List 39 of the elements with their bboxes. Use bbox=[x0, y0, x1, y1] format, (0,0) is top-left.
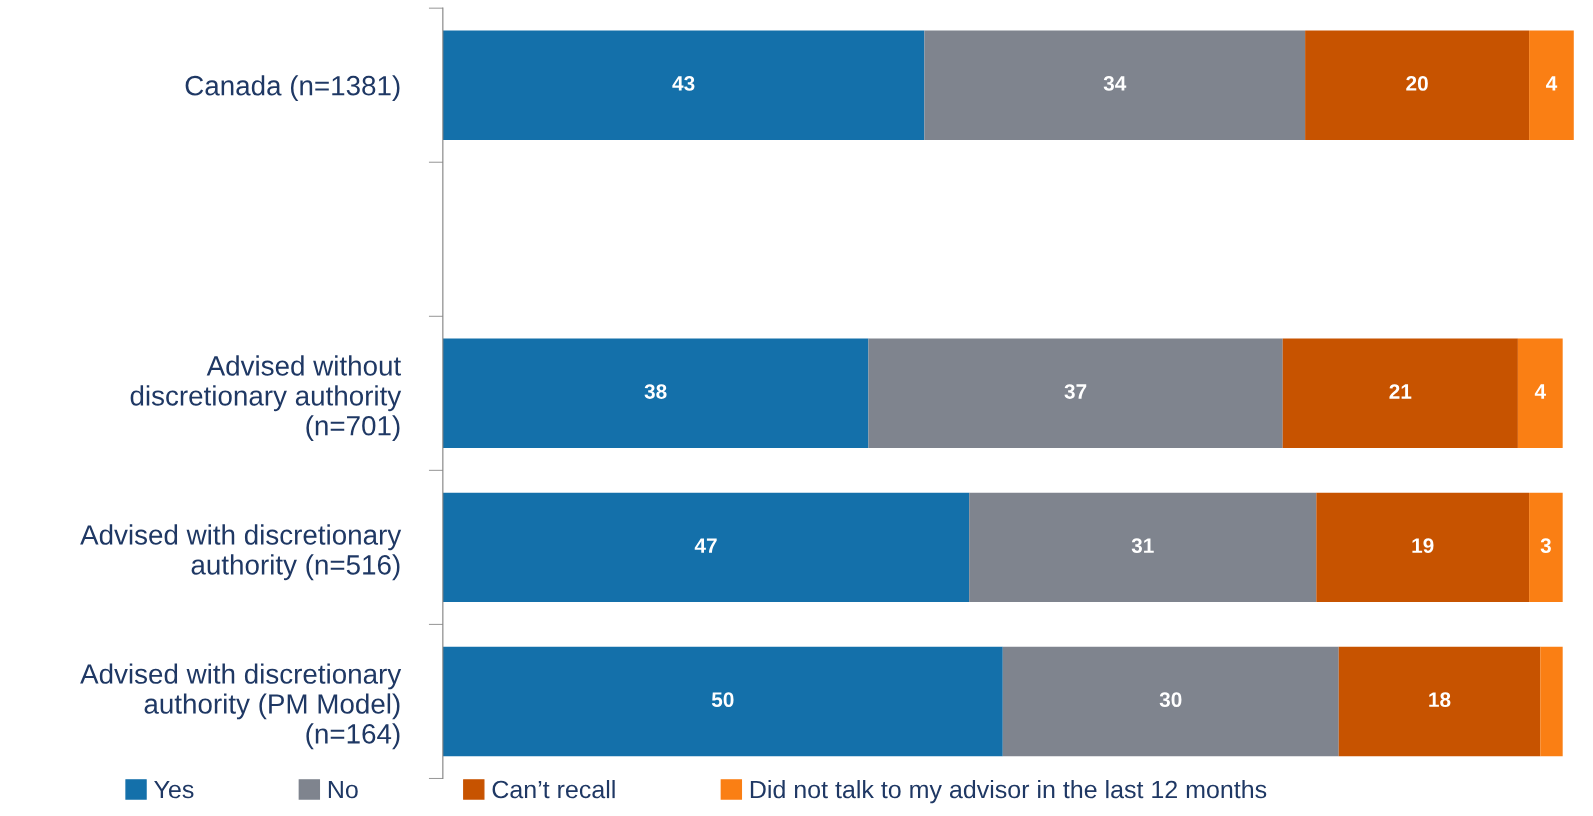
bar bbox=[1305, 30, 1530, 140]
data-label: 47 bbox=[694, 538, 717, 553]
bar bbox=[1282, 338, 1518, 448]
bar bbox=[442, 646, 1003, 757]
bar bbox=[969, 492, 1317, 603]
bar bbox=[868, 338, 1283, 448]
bar bbox=[442, 338, 869, 448]
legend-label: Can’t recall bbox=[492, 779, 615, 799]
data-label: 20 bbox=[1406, 76, 1428, 91]
bar bbox=[1002, 646, 1339, 757]
bar bbox=[924, 30, 1306, 140]
data-label: 18 bbox=[1429, 692, 1451, 708]
data-label: 21 bbox=[1389, 384, 1412, 399]
data-label: 3 bbox=[1540, 538, 1551, 553]
bar bbox=[1529, 492, 1563, 603]
y-tick-label: Advised with discretionary authority (n=516) bbox=[80, 524, 402, 581]
data-label: 19 bbox=[1412, 538, 1434, 553]
data-label: 30 bbox=[1159, 692, 1182, 708]
bar bbox=[442, 30, 925, 140]
legend-label: Did not talk to my advisor in the last 12 months bbox=[750, 779, 1267, 804]
bar bbox=[1316, 492, 1530, 603]
legend-label: Yes bbox=[154, 780, 194, 799]
y-tick-label: Canada (n=1381) bbox=[185, 75, 400, 102]
bar bbox=[442, 492, 970, 603]
data-label: 43 bbox=[672, 76, 695, 91]
data-label: 4 bbox=[1546, 76, 1558, 91]
legend-label: No bbox=[328, 780, 358, 799]
y-tick-label: Advised without discretionary authority (n=701) bbox=[130, 355, 402, 442]
data-label: 34 bbox=[1103, 76, 1127, 91]
bar bbox=[1338, 646, 1541, 757]
bar bbox=[1517, 338, 1563, 448]
data-label: 37 bbox=[1064, 384, 1087, 399]
data-label: 31 bbox=[1131, 538, 1154, 553]
y-tick-label: Advised with discretionary authority (PM Model) (n=164) bbox=[80, 663, 402, 750]
bar bbox=[1540, 646, 1563, 757]
data-label: 4 bbox=[1534, 384, 1546, 399]
data-label: 50 bbox=[711, 692, 734, 708]
data-label: 38 bbox=[644, 384, 667, 399]
bar bbox=[1529, 30, 1574, 140]
